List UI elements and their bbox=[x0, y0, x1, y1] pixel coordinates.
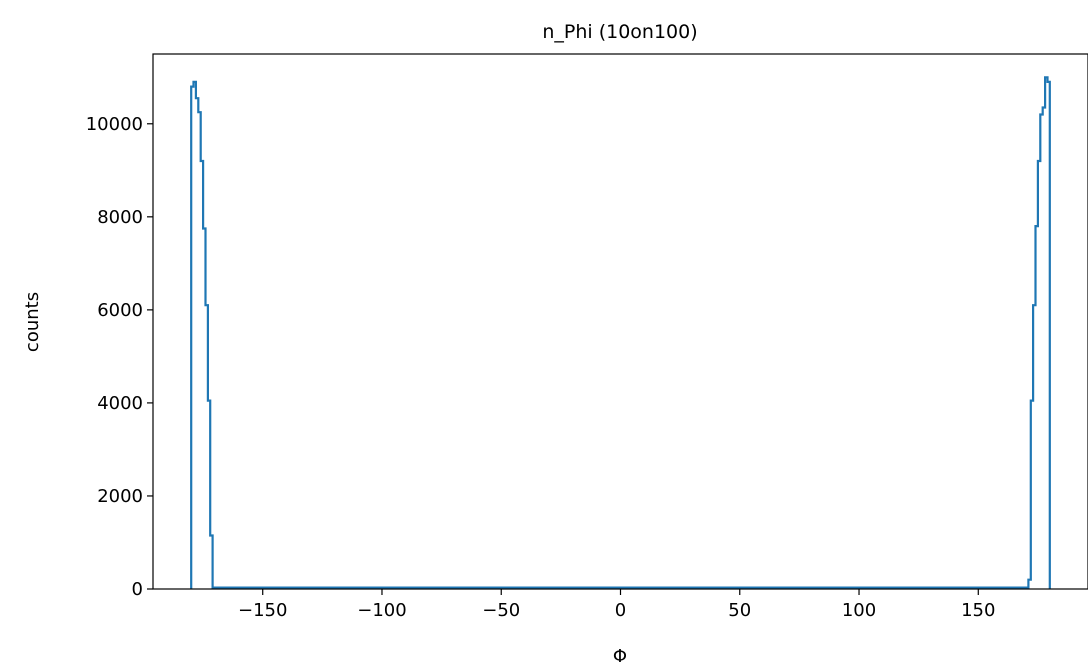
plot-frame bbox=[152, 53, 1088, 590]
x-tick-label: −150 bbox=[238, 600, 287, 621]
y-tick-label: 10000 bbox=[86, 114, 143, 135]
x-axis-ticks: −150 −100 −50 0 50 100 150 bbox=[238, 589, 995, 621]
y-tick-label: 2000 bbox=[97, 486, 143, 507]
chart-title: n_Phi (10on100) bbox=[542, 21, 697, 43]
y-tick-label: 8000 bbox=[97, 207, 143, 228]
y-tick-label: 4000 bbox=[97, 393, 143, 414]
x-tick-label: 100 bbox=[842, 600, 876, 621]
x-axis-label: Φ bbox=[613, 646, 627, 667]
x-tick-label: −100 bbox=[357, 600, 406, 621]
histogram-step-line bbox=[190, 76, 1051, 589]
x-tick-label: 150 bbox=[961, 600, 995, 621]
x-tick-label: 50 bbox=[728, 600, 751, 621]
plot-area bbox=[190, 76, 1051, 589]
x-tick-label: 0 bbox=[615, 600, 626, 621]
y-axis-ticks: 0 2000 4000 6000 8000 10000 bbox=[86, 114, 153, 600]
y-tick-label: 0 bbox=[132, 579, 143, 600]
y-axis-label: counts bbox=[22, 292, 43, 352]
y-tick-label: 6000 bbox=[97, 300, 143, 321]
x-tick-label: −50 bbox=[482, 600, 520, 621]
